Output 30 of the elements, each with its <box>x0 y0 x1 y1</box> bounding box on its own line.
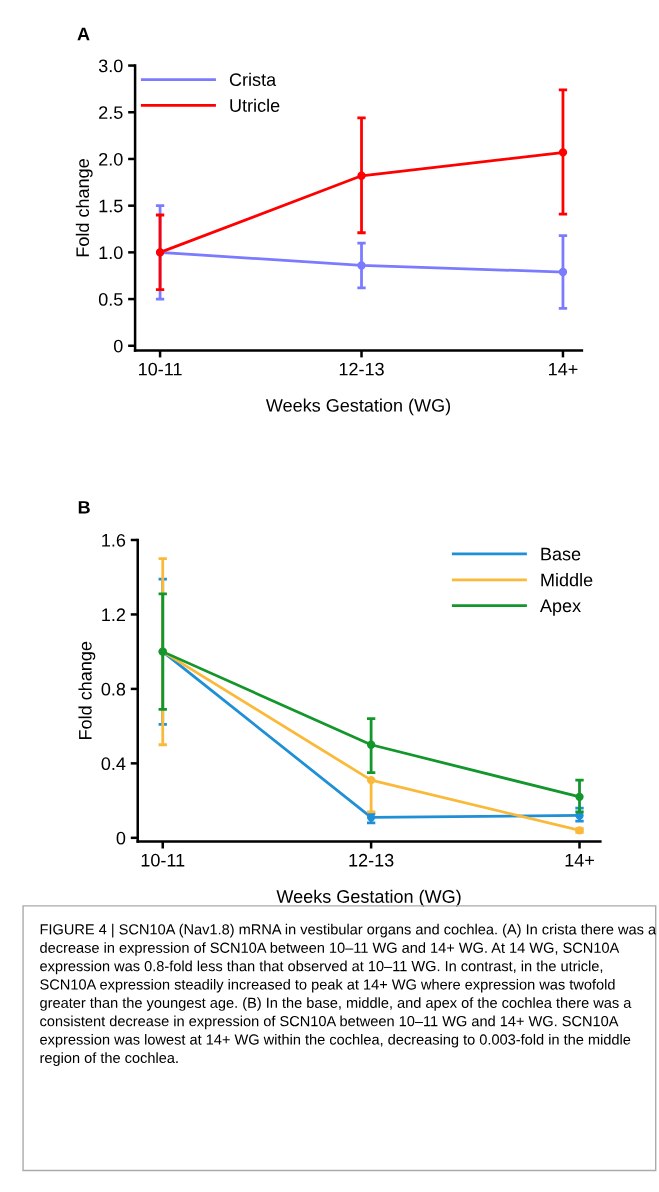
x-axis-title: Weeks Gestation (WG) <box>265 398 451 416</box>
y-axis-title: Fold change <box>75 159 93 257</box>
chart-title: B <box>78 501 90 514</box>
legend-label: Middle <box>541 573 593 587</box>
x-tick-label: 12-13 <box>339 362 384 376</box>
y-tick-label: 0 <box>113 339 123 353</box>
y-tick-label: 1.0 <box>99 246 123 260</box>
y-axis-title: Fold change <box>78 641 96 739</box>
x-tick-label: 10-11 <box>139 362 182 376</box>
y-tick-label: 0.5 <box>98 293 123 306</box>
y-tick-label: 3.0 <box>98 59 123 73</box>
legend-label: Apex <box>539 599 581 616</box>
legend-label: Utricle <box>230 98 280 112</box>
x-tick-label: 14+ <box>549 362 578 376</box>
y-tick-label: 0 <box>116 831 126 845</box>
y-tick-label: 1.6 <box>102 533 126 547</box>
y-tick-label: 1.2 <box>102 608 126 621</box>
y-tick-label: 0.8 <box>101 682 126 696</box>
y-tick-label: 0.4 <box>101 757 126 771</box>
chart-title: A <box>77 27 90 41</box>
legend-label: Crista <box>229 72 277 87</box>
legend-label: Base <box>541 547 581 561</box>
x-tick-label: 10-11 <box>141 853 185 867</box>
x-tick-label: 12-13 <box>349 853 394 867</box>
y-tick-label: 2.5 <box>99 106 123 119</box>
x-axis-title: Weeks Gestation (WG) <box>276 889 461 907</box>
x-tick-label: 14+ <box>565 854 594 867</box>
y-tick-label: 2.0 <box>99 152 123 166</box>
y-tick-label: 1.5 <box>99 199 123 213</box>
caption: FIGURE 4 | SCN10A (Nav1.8) mRNA in vestibular organs and cochlea. (A) In crista there was a decrease in expression of SCN10A between 10–11 WG and 14+ WG. At 14 WG, SCN10A expression was 0.8-fold less than that observed at 10–11 WG. In contrast, in the utricle, SCN10A expression steadily increased to peak at 14+ WG where expression was twofold greater than the youngest age. (B) In the base, middle, and apex of the cochlea there was a consistent decrease in expression of SCN10A between 10–11 WG and 14+ WG. SCN10A expression was lowest at 14+ WG within the cochlea, decreasing to 0.003-fold in the middle region of the cochlea. <box>40 923 657 1066</box>
